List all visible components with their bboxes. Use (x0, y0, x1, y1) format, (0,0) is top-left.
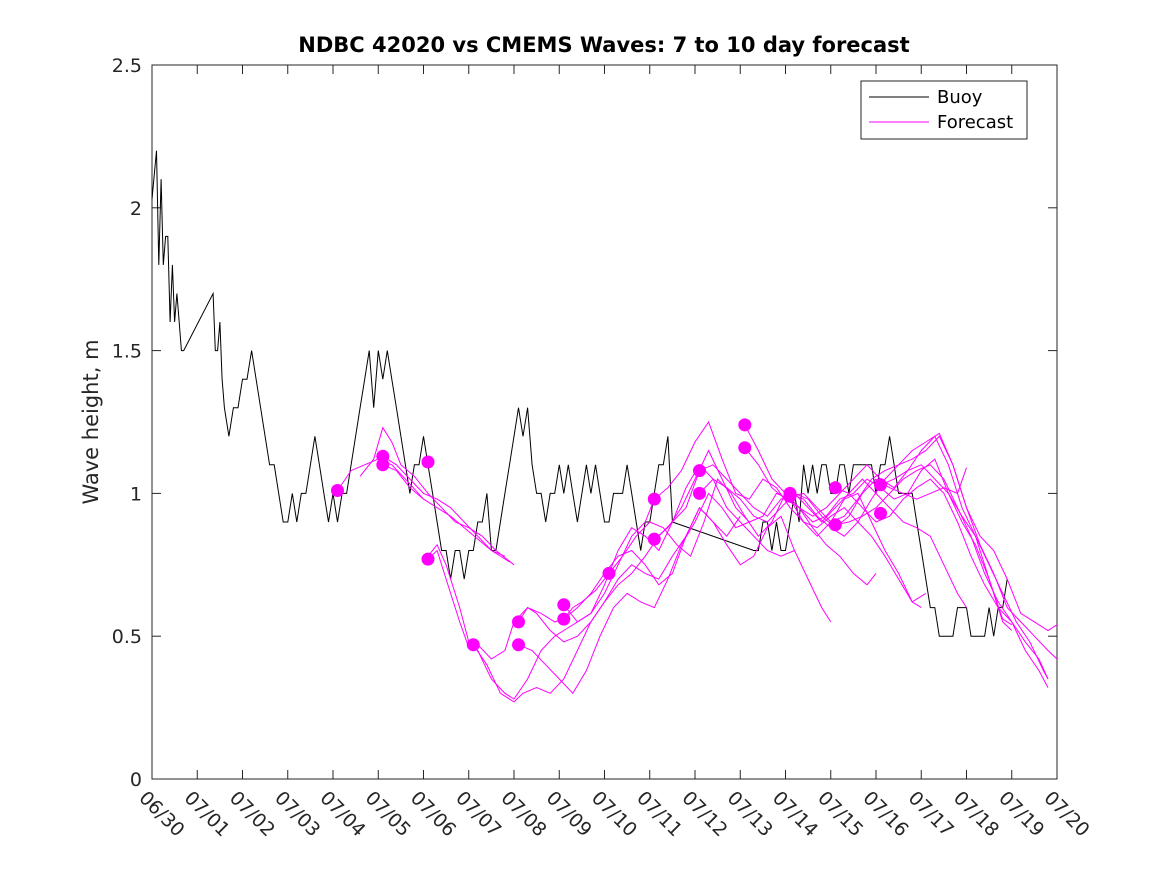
forecast-start-marker (421, 455, 435, 469)
y-tick-label: 1 (130, 483, 142, 505)
forecast-track-3 (382, 455, 506, 557)
forecast-track-12 (608, 478, 877, 586)
forecast-start-marker (874, 506, 887, 520)
forecast-start-marker (828, 481, 842, 495)
forecast-start-marker (738, 441, 752, 455)
forecast-start-marker (466, 638, 480, 652)
legend-buoy-label: Buoy (937, 87, 983, 108)
forecast-start-marker (647, 532, 661, 546)
forecast-track-13 (653, 420, 927, 603)
forecast-track-10 (563, 463, 795, 623)
forecast-track-9 (518, 492, 750, 695)
forecast-start-marker (874, 478, 887, 492)
forecast-track-6 (427, 498, 655, 700)
forecast-start-marker (421, 552, 435, 566)
buoy-series-line (151, 150, 1008, 637)
forecast-start-marker (512, 615, 525, 629)
forecast-track-22 (835, 464, 1049, 688)
y-tick-label: 1.5 (112, 341, 142, 363)
forecast-start-marker (602, 566, 616, 580)
y-tick-label: 2.5 (112, 55, 142, 77)
legend: Buoy Forecast (860, 80, 1028, 140)
forecast-start-marker (557, 612, 571, 626)
forecast-start-marker (376, 458, 390, 472)
forecast-start-marker (693, 486, 706, 500)
y-tick-label: 2 (130, 198, 142, 220)
forecast-track-23 (880, 464, 1049, 680)
forecast-start-marker (783, 486, 797, 500)
plot-area (152, 65, 1057, 779)
series-layer (151, 150, 1058, 703)
forecast-track-15 (699, 464, 967, 608)
forecast-track-4 (382, 464, 510, 563)
forecast-start-marker (738, 418, 752, 432)
forecast-track-2 (359, 426, 515, 566)
y-axis-label: Wave height, m (79, 339, 103, 504)
chart-title: NDBC 42020 vs CMEMS Waves: 7 to 10 day f… (298, 33, 909, 57)
forecast-track-21 (835, 478, 1049, 680)
forecast-start-marker (557, 598, 571, 612)
forecast-start-marker (828, 518, 842, 532)
forecast-start-marker (512, 638, 525, 652)
forecast-start-marker (331, 484, 344, 497)
legend-forecast-label: Forecast (937, 112, 1013, 133)
legend-box (860, 80, 1028, 140)
forecast-start-marker (647, 492, 661, 506)
y-tick-label: 0 (130, 769, 142, 791)
forecast-start-marker (693, 464, 706, 478)
y-tick-label: 0.5 (112, 626, 142, 648)
